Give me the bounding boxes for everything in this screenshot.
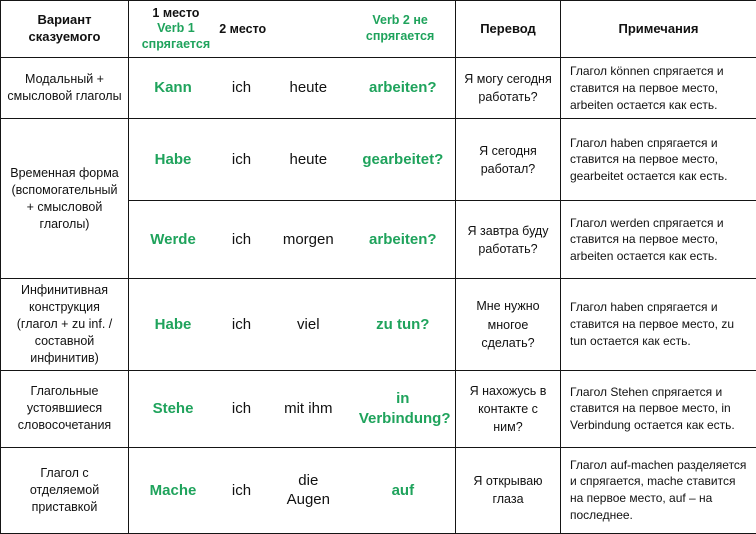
middle-word: morgen bbox=[283, 230, 334, 250]
verb1-word: Habe bbox=[129, 150, 217, 170]
sentence-cell: Stehe ich mit ihm in Verbindung? bbox=[129, 370, 456, 447]
header-sentence: 1 место Verb 1 спрягается 2 место Verb 2… bbox=[129, 1, 456, 58]
notes-cell: Глагол Stehen спрягается и ставится на п… bbox=[561, 370, 756, 447]
header-pos2-label: 2 место bbox=[219, 21, 267, 37]
verb2-word: auf bbox=[392, 481, 415, 501]
verb2-word: arbeiten? bbox=[369, 78, 437, 98]
verb2-word: arbeiten? bbox=[369, 230, 437, 250]
header-verb1-label: Verb 1 спрягается bbox=[137, 21, 215, 52]
category-cell: Временная форма (вспомогательный + смысл… bbox=[1, 119, 129, 279]
subject-word: ich bbox=[217, 150, 266, 170]
header-category: Вариант сказуемого bbox=[1, 1, 129, 58]
header-pos1-block: 1 место Verb 1 спрягается bbox=[133, 5, 219, 53]
verb1-word: Habe bbox=[129, 315, 217, 335]
header-verb2-label: Verb 2 не спрягается bbox=[361, 13, 439, 44]
category-cell: Инфинитивная конструкция (глагол + zu in… bbox=[1, 279, 129, 370]
table-row-infinitive: Инфинитивная конструкция (глагол + zu in… bbox=[1, 279, 756, 370]
verb2-word: gearbeitet? bbox=[362, 150, 443, 170]
subject-word: ich bbox=[217, 78, 266, 98]
header-notes: Примечания bbox=[561, 1, 756, 58]
verb1-word: Werde bbox=[129, 230, 217, 250]
notes-cell: Глагол auf-machen разделяется и спрягает… bbox=[561, 447, 756, 533]
middle-word: die Augen bbox=[277, 471, 339, 510]
category-cell: Глагол с отделяемой приставкой bbox=[1, 447, 129, 533]
subject-word: ich bbox=[217, 399, 266, 419]
translation-cell: Мне нужно многое сделать? bbox=[456, 279, 561, 370]
sentence-cell: Habe ich heute gearbeitet? bbox=[129, 119, 456, 201]
sentence-cell: Habe ich viel zu tun? bbox=[129, 279, 456, 370]
verb1-word: Stehe bbox=[129, 399, 217, 419]
table-row-modal: Модальный + смысловой глаголы Kann ich h… bbox=[1, 58, 756, 119]
verb1-word: Mache bbox=[129, 481, 217, 501]
middle-word: heute bbox=[290, 78, 328, 98]
table-row-separable-prefix: Глагол с отделяемой приставкой Mache ich… bbox=[1, 447, 756, 533]
notes-cell: Глагол werden спрягается и ставится на п… bbox=[561, 201, 756, 279]
header-pos1-label: 1 место bbox=[133, 5, 219, 21]
translation-cell: Я могу сегодня работать? bbox=[456, 58, 561, 119]
table-row-collocations: Глагольные устоявшиеся словосочетания St… bbox=[1, 370, 756, 447]
notes-cell: Глагол können спрягается и ставится на п… bbox=[561, 58, 756, 119]
translation-cell: Я открываю глаза bbox=[456, 447, 561, 533]
category-cell: Глагольные устоявшиеся словосочетания bbox=[1, 370, 129, 447]
notes-cell: Глагол haben спрягается и ставится на пе… bbox=[561, 279, 756, 370]
subject-word: ich bbox=[217, 230, 266, 250]
verb2-word: zu tun? bbox=[376, 315, 429, 335]
subject-word: ich bbox=[217, 481, 266, 501]
subject-word: ich bbox=[217, 315, 266, 335]
verb2-word: in Verbindung? bbox=[359, 389, 447, 428]
middle-word: heute bbox=[290, 150, 328, 170]
translation-cell: Я нахожусь в контакте с ним? bbox=[456, 370, 561, 447]
notes-cell: Глагол haben спрягается и ставится на пе… bbox=[561, 119, 756, 201]
middle-word: mit ihm bbox=[284, 399, 332, 419]
header-row: Вариант сказуемого 1 место Verb 1 спряга… bbox=[1, 1, 756, 58]
sentence-cell: Werde ich morgen arbeiten? bbox=[129, 201, 456, 279]
header-translation: Перевод bbox=[456, 1, 561, 58]
sentence-cell: Mache ich die Augen auf bbox=[129, 447, 456, 533]
translation-cell: Я завтра буду работать? bbox=[456, 201, 561, 279]
translation-cell: Я сегодня работал? bbox=[456, 119, 561, 201]
category-cell: Модальный + смысловой глаголы bbox=[1, 58, 129, 119]
middle-word: viel bbox=[297, 315, 320, 335]
table-row-temporal-perfect: Временная форма (вспомогательный + смысл… bbox=[1, 119, 756, 201]
verb1-word: Kann bbox=[129, 78, 217, 98]
sentence-cell: Kann ich heute arbeiten? bbox=[129, 58, 456, 119]
